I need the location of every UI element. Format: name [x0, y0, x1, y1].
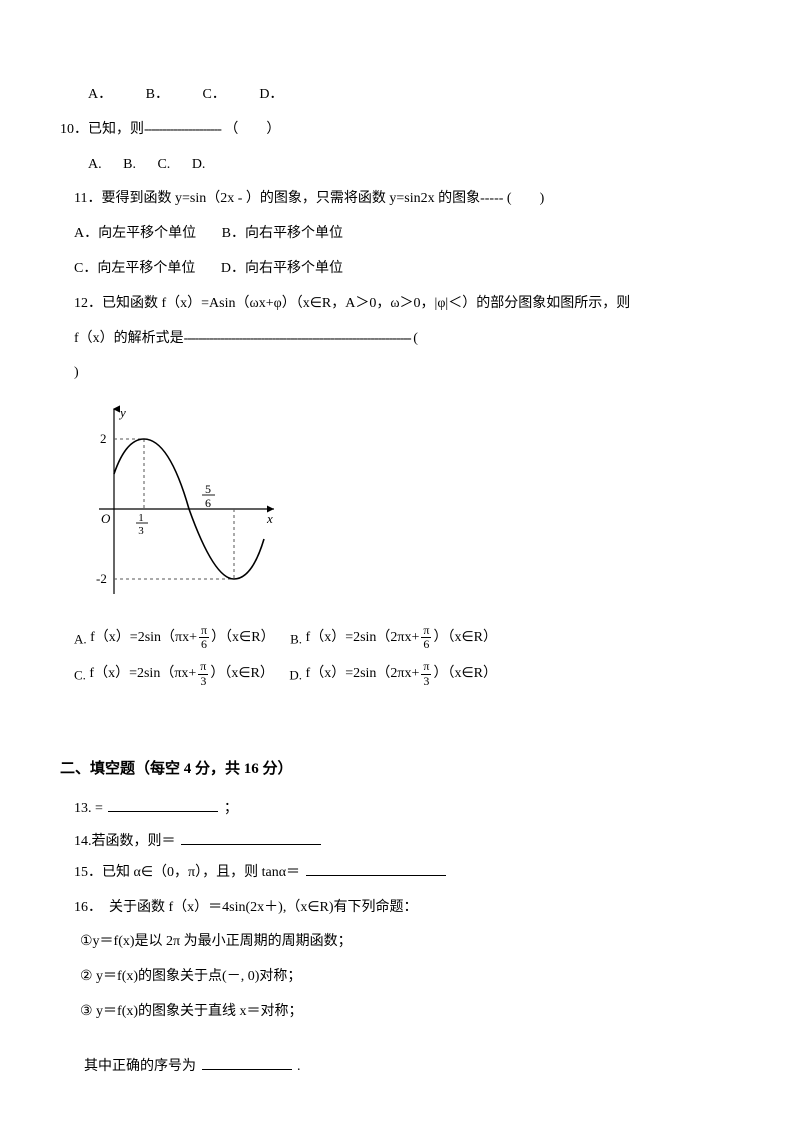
- q12-options-row2: C. f（x）=2sin（πx+π3）（x∈R） D. f（x）=2sin（2π…: [60, 656, 740, 692]
- q12-line1: 12．已知函数 f（x）=Asin（ωx+φ）（x∈R，A＞0，ω＞0，|φ|＜…: [60, 289, 740, 320]
- q12-optB: B. f（x）=2sin（2πx+π6）（x∈R）: [290, 620, 497, 656]
- q12-dashes: ----------------------------------------…: [184, 331, 417, 346]
- q10-optD: D.: [192, 150, 206, 181]
- x-tick1-num: 1: [138, 512, 144, 524]
- q9-optA: A．: [88, 80, 112, 111]
- q11-row2: C．向左平移个单位 D．向右平移个单位: [60, 254, 740, 285]
- q10-options: A. B. C. D.: [60, 150, 740, 181]
- q10-text: 10．已知，则: [60, 122, 144, 137]
- x-label: x: [266, 511, 273, 526]
- q14: 14.若函数，则＝: [60, 829, 740, 854]
- q11-optD: D．向右平移个单位: [221, 254, 343, 285]
- q15: 15．已知 α∈（0，π），且，则 tanα＝: [60, 858, 740, 889]
- q11-row1: A．向左平移个单位 B．向右平移个单位: [60, 219, 740, 250]
- q10-tail: （ ）: [224, 122, 280, 137]
- q12-line2: f（x）的解析式是-------------------------------…: [60, 324, 740, 355]
- q16-final: 其中正确的序号为 .: [60, 1052, 740, 1083]
- x-tick2-num: 5: [205, 482, 211, 496]
- q14-text: 14.若函数，则＝: [74, 834, 176, 849]
- q13-tail: ；: [224, 801, 238, 816]
- q16-s1: ①y＝f(x)是以 2π 为最小正周期的周期函数；: [60, 927, 740, 958]
- q10-optB: B.: [123, 150, 136, 181]
- sine-graph-svg: y x O 2 -2 1 3 5 6: [74, 399, 284, 599]
- q13-blank: [108, 798, 218, 812]
- q11: 11．要得到函数 y=sin（2x - ）的图象，只需将函数 y=sin2x 的…: [60, 184, 740, 215]
- q11-optA: A．向左平移个单位: [74, 219, 196, 250]
- x-tick1-den: 3: [138, 525, 144, 537]
- q13-text: 13. =: [74, 801, 103, 816]
- q14-blank: [181, 831, 321, 845]
- q12-optC: C. f（x）=2sin（πx+π3）（x∈R）: [74, 656, 274, 692]
- origin-label: O: [101, 511, 111, 526]
- q9-optD: D．: [259, 80, 283, 111]
- q15-text: 15．已知 α∈（0，π），且，则 tanα＝: [74, 865, 300, 880]
- q10-optA: A.: [88, 150, 102, 181]
- q9-optC: C．: [202, 80, 225, 111]
- q12-text2: f（x）的解析式是: [74, 331, 184, 346]
- q16-blank: [202, 1056, 292, 1070]
- q13: 13. = ；: [60, 794, 740, 825]
- section2-title: 二、填空题（每空 4 分，共 16 分）: [60, 753, 740, 786]
- q16-final-text: 其中正确的序号为: [84, 1059, 196, 1074]
- q11-text: 11．要得到函数 y=sin（2x - ）的图象，只需将函数 y=sin2x 的…: [74, 191, 544, 206]
- q11-optB: B．向右平移个单位: [222, 219, 343, 250]
- q9-optB: B．: [146, 80, 169, 111]
- q11-optC: C．向左平移个单位: [74, 254, 195, 285]
- x-tick2-den: 6: [205, 496, 211, 510]
- q10-optC: C.: [157, 150, 170, 181]
- q12-optD: D. f（x）=2sin（2πx+π3）（x∈R）: [289, 656, 497, 692]
- q16-final-dot: .: [297, 1059, 301, 1074]
- q16-s2: ② y＝f(x)的图象关于点(－, 0)对称；: [60, 962, 740, 993]
- q15-blank: [306, 862, 446, 876]
- q16-s3: ③ y＝f(x)的图象关于直线 x＝对称；: [60, 997, 740, 1028]
- q10: 10．已知，则--------------------- （ ）: [60, 115, 740, 146]
- q12-graph: y x O 2 -2 1 3 5 6: [74, 399, 740, 612]
- q12-options-row1: A. f（x）=2sin（πx+π6）（x∈R） B. f（x）=2sin（2π…: [60, 620, 740, 656]
- q16: 16． 关于函数 f（x）＝4sin(2x＋),（x∈R)有下列命题：: [60, 893, 740, 924]
- q12-optA: A. f（x）=2sin（πx+π6）（x∈R）: [74, 620, 275, 656]
- y-bot-label: -2: [96, 571, 107, 586]
- q12-line3: ): [60, 358, 740, 389]
- q9-options: A． B． C． D．: [60, 80, 740, 111]
- y-label: y: [118, 405, 126, 420]
- y-top-label: 2: [100, 431, 107, 446]
- q10-dashes: ---------------------: [144, 122, 221, 137]
